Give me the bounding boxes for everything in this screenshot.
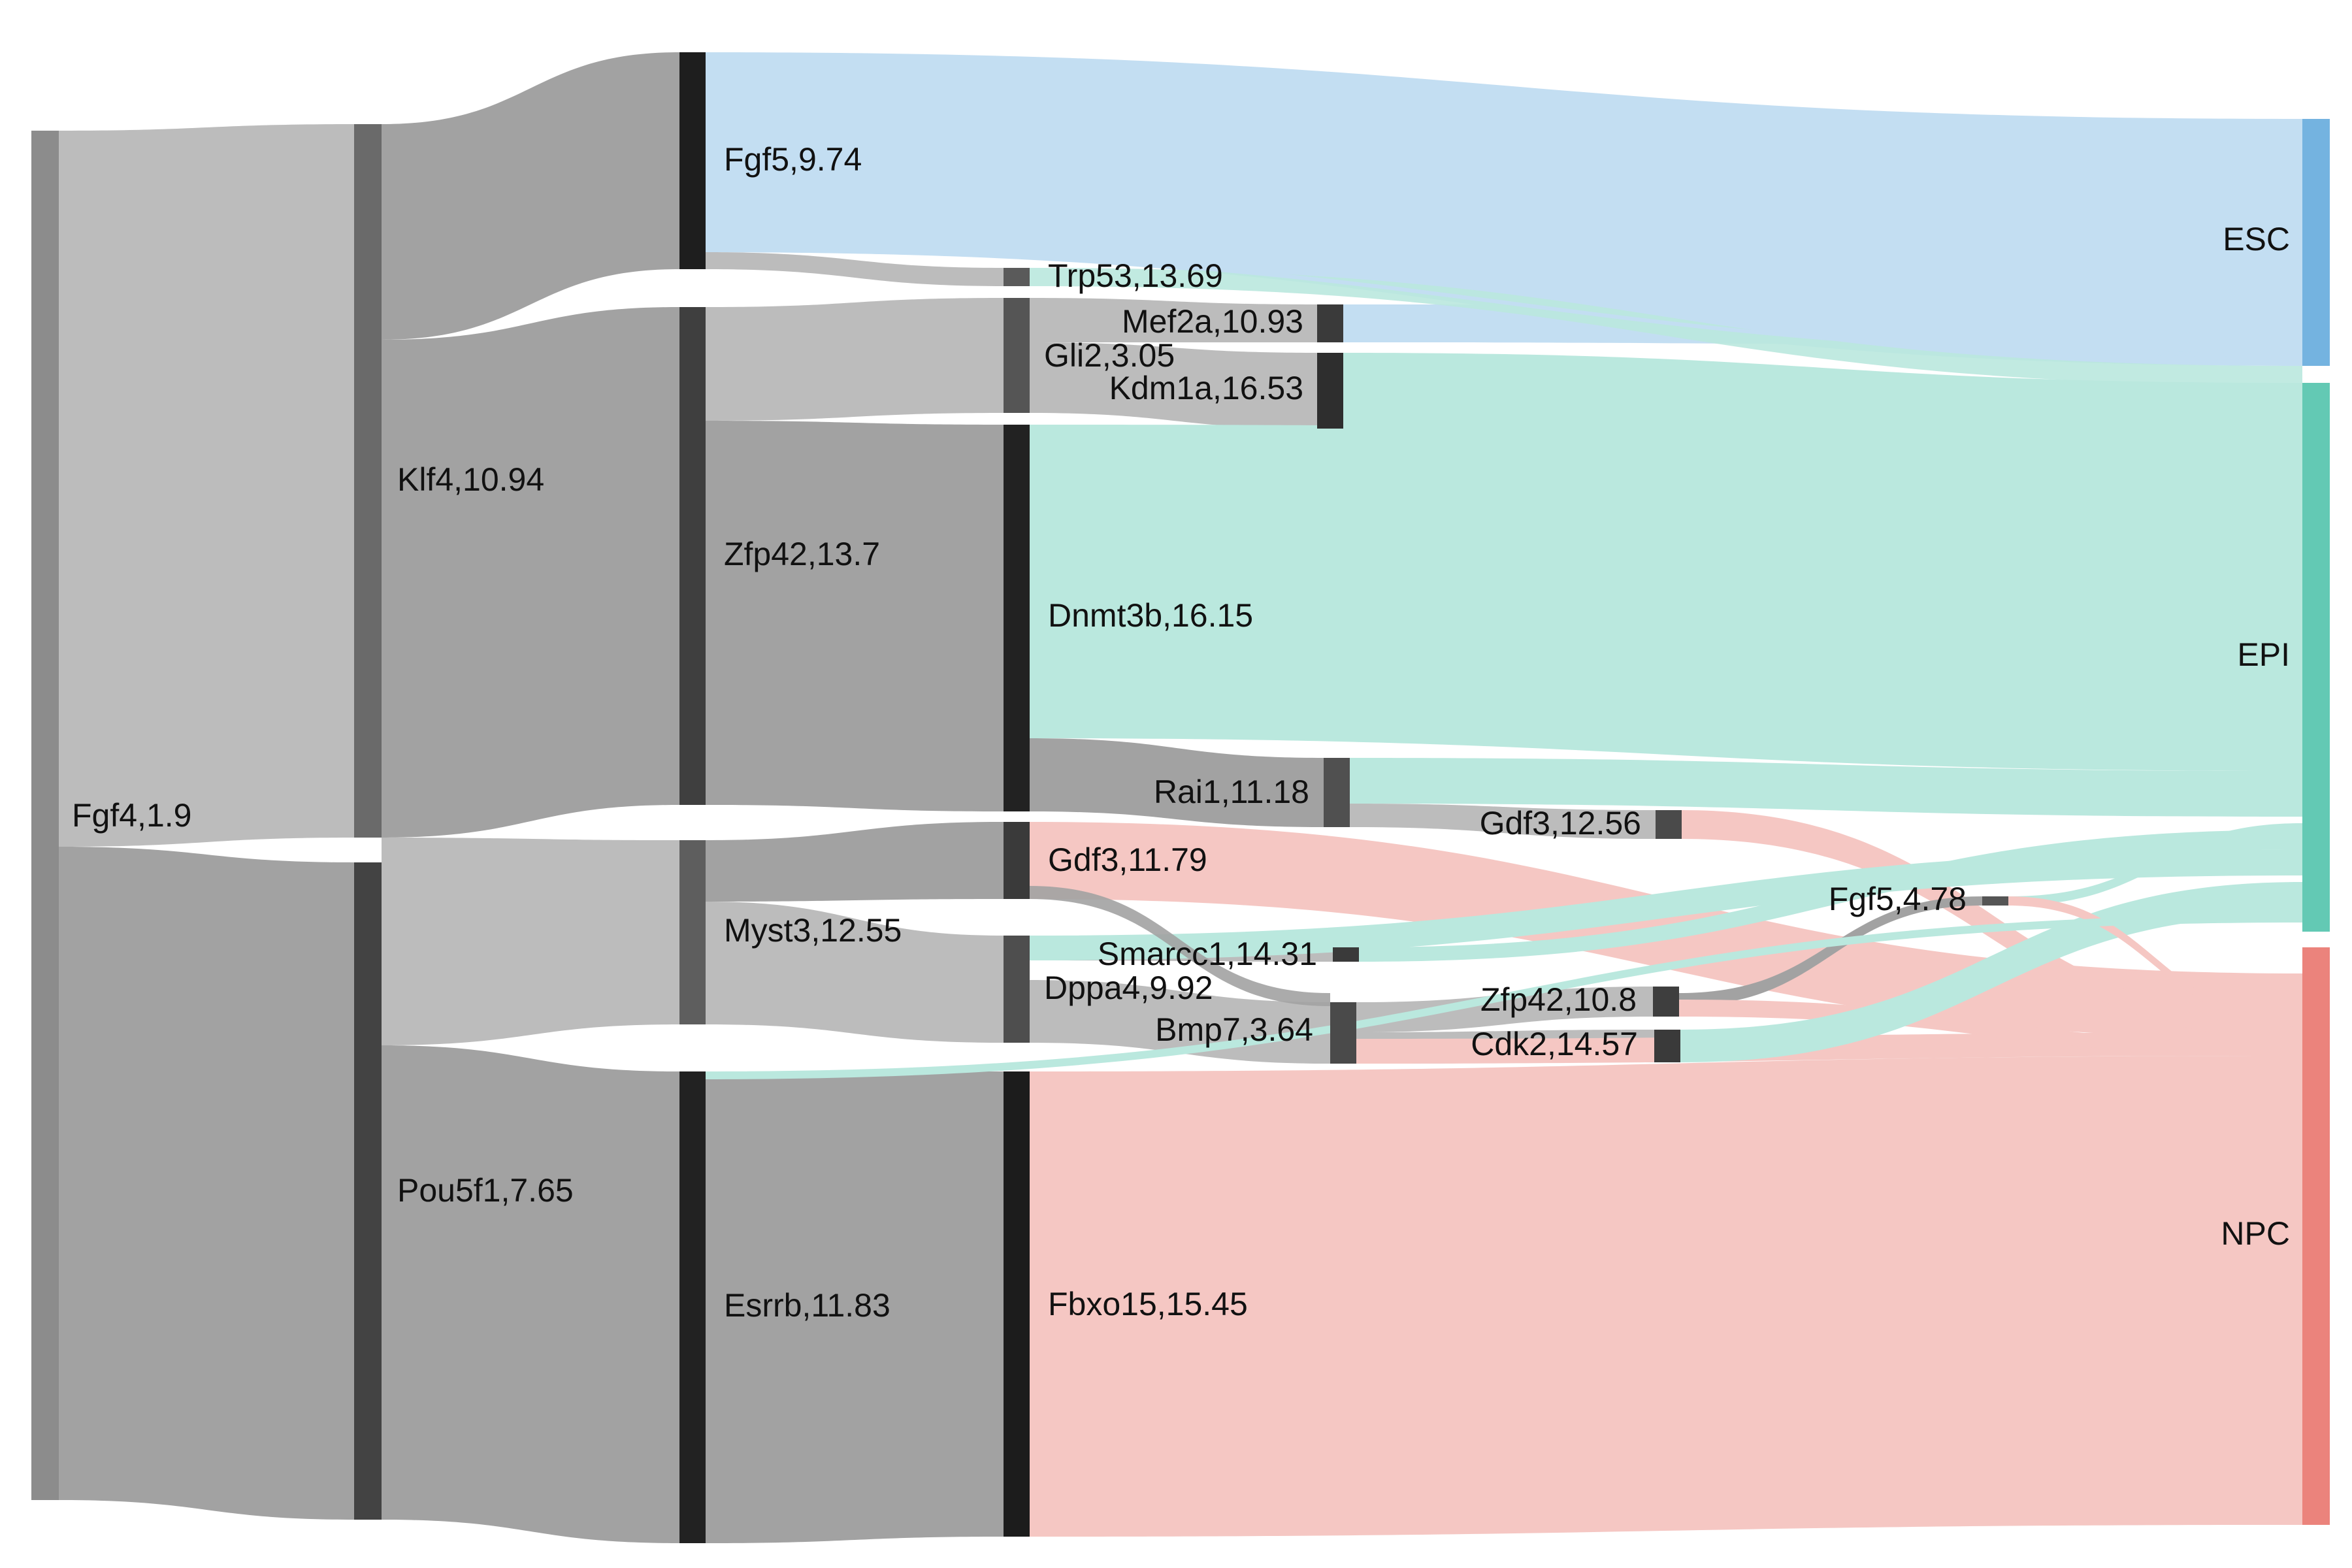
node-label-klf4: Klf4,10.94 bbox=[397, 461, 544, 498]
node-label-rai1: Rai1,11.18 bbox=[1154, 774, 1309, 810]
node-zfp42a bbox=[679, 307, 706, 805]
node-label-trp53: Trp53,13.69 bbox=[1048, 257, 1223, 294]
node-smarcc1 bbox=[1333, 947, 1359, 962]
node-label-dnmt3b: Dnmt3b,16.15 bbox=[1048, 597, 1253, 634]
link-zfp42-dnmt3b bbox=[706, 421, 1004, 811]
link-bmp7-zfp42 bbox=[1356, 987, 1653, 1032]
node-dppa4 bbox=[1004, 936, 1030, 1043]
link-fgf5-epi bbox=[706, 248, 2302, 357]
node-label-dppa4: Dppa4,9.92 bbox=[1044, 970, 1213, 1006]
node-rai1 bbox=[1324, 758, 1350, 827]
node-gdf3b bbox=[1656, 810, 1682, 839]
node-label-bmp7: Bmp7,3.64 bbox=[1155, 1011, 1313, 1048]
node-label-gdf3-2: Gdf3,12.56 bbox=[1480, 805, 1641, 841]
node-mef2a bbox=[1317, 304, 1343, 342]
link-klf4-zfp42 bbox=[382, 307, 679, 838]
link-fgf4-klf4 bbox=[59, 124, 354, 847]
node-label-zfp42-1: Zfp42,13.7 bbox=[724, 536, 880, 572]
link-fgf5-trp53 bbox=[706, 252, 1004, 286]
node-label-smarcc1: Smarcc1,14.31 bbox=[1098, 936, 1317, 972]
node-zfp42b bbox=[1653, 987, 1679, 1017]
node-npc bbox=[2302, 947, 2330, 1525]
link-gli2-kdm1a bbox=[1030, 342, 1317, 429]
node-label-fgf4: Fgf4,1.9 bbox=[72, 797, 191, 834]
node-label-gdf3-1: Gdf3,11.79 bbox=[1048, 841, 1207, 878]
node-klf4 bbox=[354, 124, 382, 838]
node-label-esc: ESC bbox=[2223, 221, 2290, 257]
node-label-myst3: Myst3,12.55 bbox=[724, 912, 902, 949]
node-label-mef2a: Mef2a,10.93 bbox=[1122, 303, 1303, 340]
node-trp53 bbox=[1004, 268, 1030, 286]
link-zfp42-gli2 bbox=[706, 298, 1004, 421]
sankey-nodes bbox=[31, 52, 2330, 1543]
link-cdk2-epi bbox=[1680, 882, 2302, 1062]
link-fgf4-pou5f1 bbox=[59, 847, 354, 1520]
link-fgf5b-npc bbox=[2008, 896, 2302, 1027]
link-gli2-mef2a bbox=[1030, 298, 1317, 342]
link-myst3-dppa4 bbox=[706, 902, 1004, 1043]
node-label-epi: EPI bbox=[2237, 636, 2290, 673]
link-dnmt3b-rai1 bbox=[1030, 738, 1324, 827]
link-fgf5-esc bbox=[706, 52, 2302, 366]
node-kdm1a bbox=[1317, 353, 1343, 429]
link-gdf3a-dppa4 bbox=[1030, 886, 1330, 1006]
node-bmp7 bbox=[1330, 1002, 1356, 1064]
node-label-npc: NPC bbox=[2221, 1215, 2290, 1252]
link-dnmt3b-epi bbox=[1030, 425, 2302, 771]
node-label-esrrb: Esrrb,11.83 bbox=[724, 1287, 890, 1324]
link-esrrb-fbxo15 bbox=[706, 1071, 1004, 1543]
node-fgf4 bbox=[31, 131, 59, 1500]
node-gdf3a bbox=[1004, 822, 1030, 899]
node-label-zfp42-2: Zfp42,10.8 bbox=[1480, 981, 1637, 1018]
node-epi bbox=[2302, 383, 2330, 932]
link-kdm1a-epi bbox=[1343, 353, 2302, 459]
node-label-fbxo15: Fbxo15,15.45 bbox=[1048, 1286, 1248, 1322]
node-esrrb bbox=[679, 1071, 706, 1543]
link-fbxo15-npc bbox=[1030, 1056, 2302, 1537]
link-rai1-gdf3 bbox=[1350, 804, 1656, 839]
link-myst3-gdf3 bbox=[706, 822, 1004, 902]
node-label-fgf5-2: Fgf5,4.78 bbox=[1829, 881, 1967, 917]
node-myst3 bbox=[679, 840, 706, 1024]
node-label-gli2: Gli2,3.05 bbox=[1044, 337, 1175, 374]
node-pou5f1 bbox=[354, 862, 382, 1520]
node-label-pou5f1: Pou5f1,7.65 bbox=[397, 1172, 574, 1209]
node-fgf5a bbox=[679, 52, 706, 269]
node-label-cdk2: Cdk2,14.57 bbox=[1471, 1026, 1638, 1062]
link-rai1-epi bbox=[1350, 758, 2302, 817]
node-fgf5b bbox=[1982, 896, 2008, 906]
node-dnmt3b bbox=[1004, 425, 1030, 811]
link-pou5f1-myst3 bbox=[382, 838, 679, 1045]
node-esc bbox=[2302, 119, 2330, 366]
node-label-fgf5-1: Fgf5,9.74 bbox=[724, 141, 862, 178]
node-cdk2 bbox=[1654, 1030, 1680, 1062]
link-zfp42b-npc bbox=[1679, 1000, 2302, 1056]
link-pou5f1-esrrb bbox=[382, 1045, 679, 1543]
sankey-labels: Fgf4,1.9 Klf4,10.94 Pou5f1,7.65 Fgf5,9.7… bbox=[72, 141, 2290, 1324]
link-klf4-fgf5 bbox=[382, 52, 679, 340]
link-zfp42b-fgf5 bbox=[1679, 896, 1982, 1006]
sankey-links bbox=[59, 52, 2302, 1543]
node-label-kdm1a: Kdm1a,16.53 bbox=[1109, 370, 1303, 406]
link-trp53-epi bbox=[1030, 268, 2302, 385]
link-fgf5b-epi bbox=[2008, 823, 2302, 906]
node-fbxo15 bbox=[1004, 1071, 1030, 1537]
node-gli2 bbox=[1004, 298, 1030, 413]
link-esrrb-epi bbox=[706, 915, 2302, 1079]
link-dppa4-epi bbox=[1030, 849, 2302, 960]
